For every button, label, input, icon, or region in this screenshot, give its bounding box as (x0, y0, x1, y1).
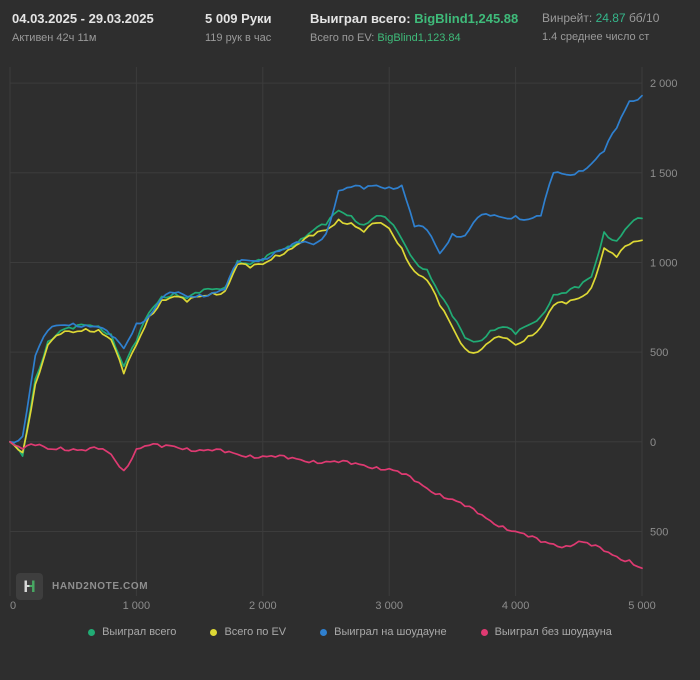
winrate: Винрейт: 24.87 бб/10 (542, 11, 700, 25)
legend-item-non-showdown[interactable]: Выиграл без шоудауна (480, 626, 612, 638)
avg-stat: 1.4 среднее число ст (542, 31, 650, 43)
chart-canvas[interactable]: 2 000 1 500 1 000 500 0 500 0 1 000 2 000 3 000 4 … (0, 51, 700, 613)
logo-mark-right: H (23, 577, 36, 596)
legend-label-showdown: Выиграл на шоудауне (334, 626, 447, 638)
hands-per-hour: 119 рук в час (205, 32, 272, 44)
date-column: 04.03.2025 - 29.03.2025 Активен 42ч 11м (12, 11, 205, 44)
winrate-label: Винрейт: (542, 11, 593, 25)
hand2note-logo-text: HAND2NOTE.COM (52, 581, 149, 592)
ev-total-label: Всего по EV: (310, 32, 375, 44)
legend-dot-green (88, 628, 96, 636)
legend-item-ev-total[interactable]: Всего по EV (210, 626, 286, 638)
svg-text:1 000: 1 000 (123, 600, 151, 612)
winrate-unit: бб/10 (628, 11, 660, 25)
legend-item-showdown[interactable]: Выиграл на шоудауне (320, 626, 447, 638)
legend-dot-yellow (210, 628, 218, 636)
ev-total: Всего по EV: BigBlind1,123.84 (310, 32, 542, 44)
legend-dot-pink (480, 628, 488, 636)
svg-text:0: 0 (650, 437, 656, 449)
legend-label-ev-total: Всего по EV (224, 626, 287, 638)
series-line-0 (9, 209, 643, 457)
hands-column: 5 009 Руки 119 рук в час (205, 11, 310, 44)
chart-legend: Выиграл всего Всего по EV Выиграл на шоу… (0, 613, 700, 638)
won-total: Выиграл всего: BigBlind1,245.88 (310, 11, 542, 26)
series-line-3 (9, 440, 643, 570)
date-range: 04.03.2025 - 29.03.2025 (12, 11, 154, 26)
series-line-1 (9, 218, 643, 454)
series-line-2 (9, 94, 643, 444)
active-time: Активен 42ч 11м (12, 32, 97, 44)
svg-text:1 500: 1 500 (650, 168, 678, 180)
legend-dot-blue (320, 628, 328, 636)
winnings-chart: 2 000 1 500 1 000 500 0 500 0 1 000 2 000 3 000 4 … (0, 51, 700, 613)
hands-count: 5 009 Руки (205, 11, 272, 26)
legend-item-won-total[interactable]: Выиграл всего (88, 626, 176, 638)
svg-text:5 000: 5 000 (628, 600, 656, 612)
hand2note-logo: H H HAND2NOTE.COM (16, 573, 148, 600)
hand2note-logo-icon: H H (16, 573, 43, 600)
svg-text:1 000: 1 000 (650, 257, 678, 269)
winrate-value: 24.87 (595, 11, 626, 25)
svg-text:500: 500 (650, 347, 668, 359)
svg-text:3 000: 3 000 (375, 600, 403, 612)
ev-total-value: BigBlind1,123.84 (377, 32, 461, 44)
svg-text:500: 500 (650, 526, 668, 538)
winnings-column: Выиграл всего: BigBlind1,245.88 Всего по… (310, 11, 542, 44)
svg-text:4 000: 4 000 (502, 600, 530, 612)
won-total-label: Выиграл всего: (310, 11, 411, 26)
won-total-value: BigBlind1,245.88 (414, 11, 519, 26)
winrate-column: Винрейт: 24.87 бб/10 1.4 среднее число с… (542, 11, 700, 43)
legend-label-won-total: Выиграл всего (102, 626, 177, 638)
svg-text:2 000: 2 000 (249, 600, 277, 612)
logo-mark-left: H (23, 577, 36, 596)
svg-text:2 000: 2 000 (650, 78, 678, 90)
legend-label-non-showdown: Выиграл без шоудауна (494, 626, 612, 638)
stats-header: 04.03.2025 - 29.03.2025 Активен 42ч 11м … (0, 0, 700, 51)
svg-text:0: 0 (10, 600, 16, 612)
